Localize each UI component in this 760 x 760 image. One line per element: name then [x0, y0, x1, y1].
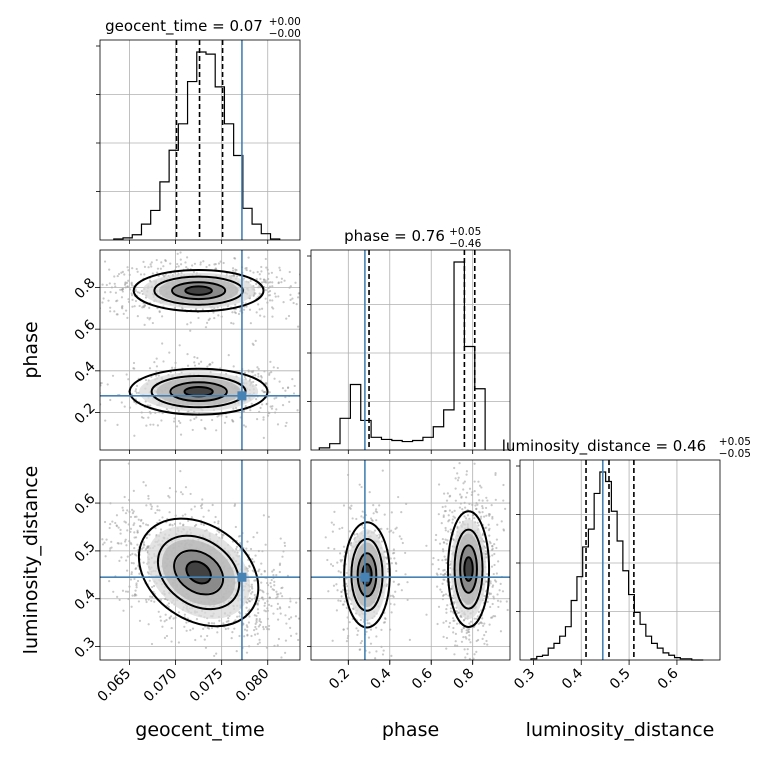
panel-frame-geocent_time-phase: [99, 249, 301, 451]
title-sup-geocent_time: +0.00: [269, 16, 301, 28]
panel-title-luminosity_distance: luminosity_distance = 0.46: [502, 437, 706, 456]
ytick-label-luminosity_distance-3: 0.6: [72, 491, 99, 518]
xtick-label-geocent_time-2: 0.075: [187, 666, 227, 706]
contour-phase-luminosity_distance-m1-l2: [356, 552, 378, 598]
grid-luminosity_distance: [520, 460, 720, 660]
contour-phase-luminosity_distance-m1-l0: [343, 521, 391, 629]
contour-geocent_time-phase-m1-l2: [169, 381, 228, 403]
panel-frame-geocent_time: [99, 39, 301, 241]
panel-title-geocent_time: geocent_time = 0.07: [105, 17, 263, 36]
ytick-label-luminosity_distance-2: 0.5: [72, 539, 99, 566]
xtick-label-luminosity_distance-0: 0.3: [511, 666, 538, 693]
xtick-label-geocent_time-3: 0.080: [233, 666, 273, 706]
density-geocent_time-phase: [128, 269, 269, 416]
contour-geocent_time-phase-m1-l0: [128, 367, 269, 416]
contour-geocent_time-phase-m0-l3: [184, 285, 213, 296]
panel-frame-phase: [310, 249, 511, 451]
xtick-label-luminosity_distance-1: 0.4: [559, 665, 586, 692]
xtick-label-phase-2: 0.6: [409, 665, 436, 692]
xtick-label-geocent_time-0: 0.065: [95, 666, 135, 706]
xtick-label-luminosity_distance-3: 0.6: [655, 665, 682, 692]
ytick-label-luminosity_distance-0: 0.3: [72, 634, 99, 661]
contour-phase-luminosity_distance-m0-l2: [459, 544, 478, 594]
xtick-label-phase-3: 0.8: [450, 666, 477, 693]
contour-geocent_time-luminosity_distance-m0-l3: [185, 560, 212, 585]
title-sub-phase: −0.46: [449, 238, 481, 250]
ytick-label-phase-1: 0.4: [72, 358, 99, 385]
title-sup-phase: +0.05: [449, 226, 481, 238]
yaxis-label-phase: phase: [20, 321, 42, 378]
contour-geocent_time-luminosity_distance-m0-l2: [173, 549, 225, 596]
histogram-phase: [318, 261, 486, 450]
contour-geocent_time-phase-m0-l0: [132, 269, 265, 313]
title-sub-luminosity_distance: −0.05: [719, 448, 751, 460]
truth-marker-geocent_time-phase: [237, 391, 247, 401]
contour-phase-luminosity_distance-m0-l0: [447, 510, 491, 628]
grid-phase: [311, 250, 510, 450]
contour-geocent_time-phase-m0-l1: [153, 275, 244, 306]
contour-phase-luminosity_distance-m1-l1: [350, 537, 384, 612]
density-geocent_time-luminosity_distance: [137, 517, 260, 628]
xaxis-label-luminosity_distance: luminosity_distance: [526, 719, 715, 741]
ytick-label-phase-2: 0.6: [72, 317, 99, 344]
contour-geocent_time-phase-m0-l2: [171, 281, 227, 301]
truth-marker-phase-luminosity_distance: [360, 572, 370, 582]
density-phase-luminosity_distance: [343, 510, 491, 629]
panel-frame-phase-luminosity_distance: [310, 459, 511, 661]
title-sub-geocent_time: −0.00: [269, 28, 301, 40]
panel-frame-geocent_time-luminosity_distance: [99, 459, 301, 661]
xaxis-label-phase: phase: [382, 719, 439, 741]
yaxis-label-luminosity_distance: luminosity_distance: [20, 466, 42, 655]
contour-phase-luminosity_distance-m0-l3: [463, 556, 474, 582]
contour-phase-luminosity_distance-m0-l1: [453, 528, 484, 610]
panel-frame-luminosity_distance: [519, 459, 721, 661]
grid-geocent_time: [100, 40, 300, 240]
xtick-label-geocent_time-1: 0.070: [141, 666, 181, 706]
histogram-luminosity_distance: [530, 471, 704, 661]
histogram-geocent_time: [113, 51, 281, 240]
xtick-label-phase-1: 0.4: [368, 665, 395, 692]
xtick-label-luminosity_distance-2: 0.5: [607, 666, 634, 693]
title-sup-luminosity_distance: +0.05: [719, 436, 751, 448]
truth-marker-geocent_time-luminosity_distance: [237, 572, 247, 582]
contour-geocent_time-luminosity_distance-m0-l0: [137, 517, 260, 628]
contour-geocent_time-luminosity_distance-m0-l1: [156, 534, 241, 611]
ytick-label-phase-3: 0.8: [72, 275, 99, 302]
ytick-label-luminosity_distance-1: 0.4: [72, 586, 99, 613]
xtick-label-phase-0: 0.2: [326, 666, 353, 693]
xaxis-label-geocent_time: geocent_time: [135, 719, 264, 741]
ytick-label-phase-0: 0.2: [72, 400, 99, 427]
panel-title-phase: phase = 0.76: [344, 227, 445, 245]
